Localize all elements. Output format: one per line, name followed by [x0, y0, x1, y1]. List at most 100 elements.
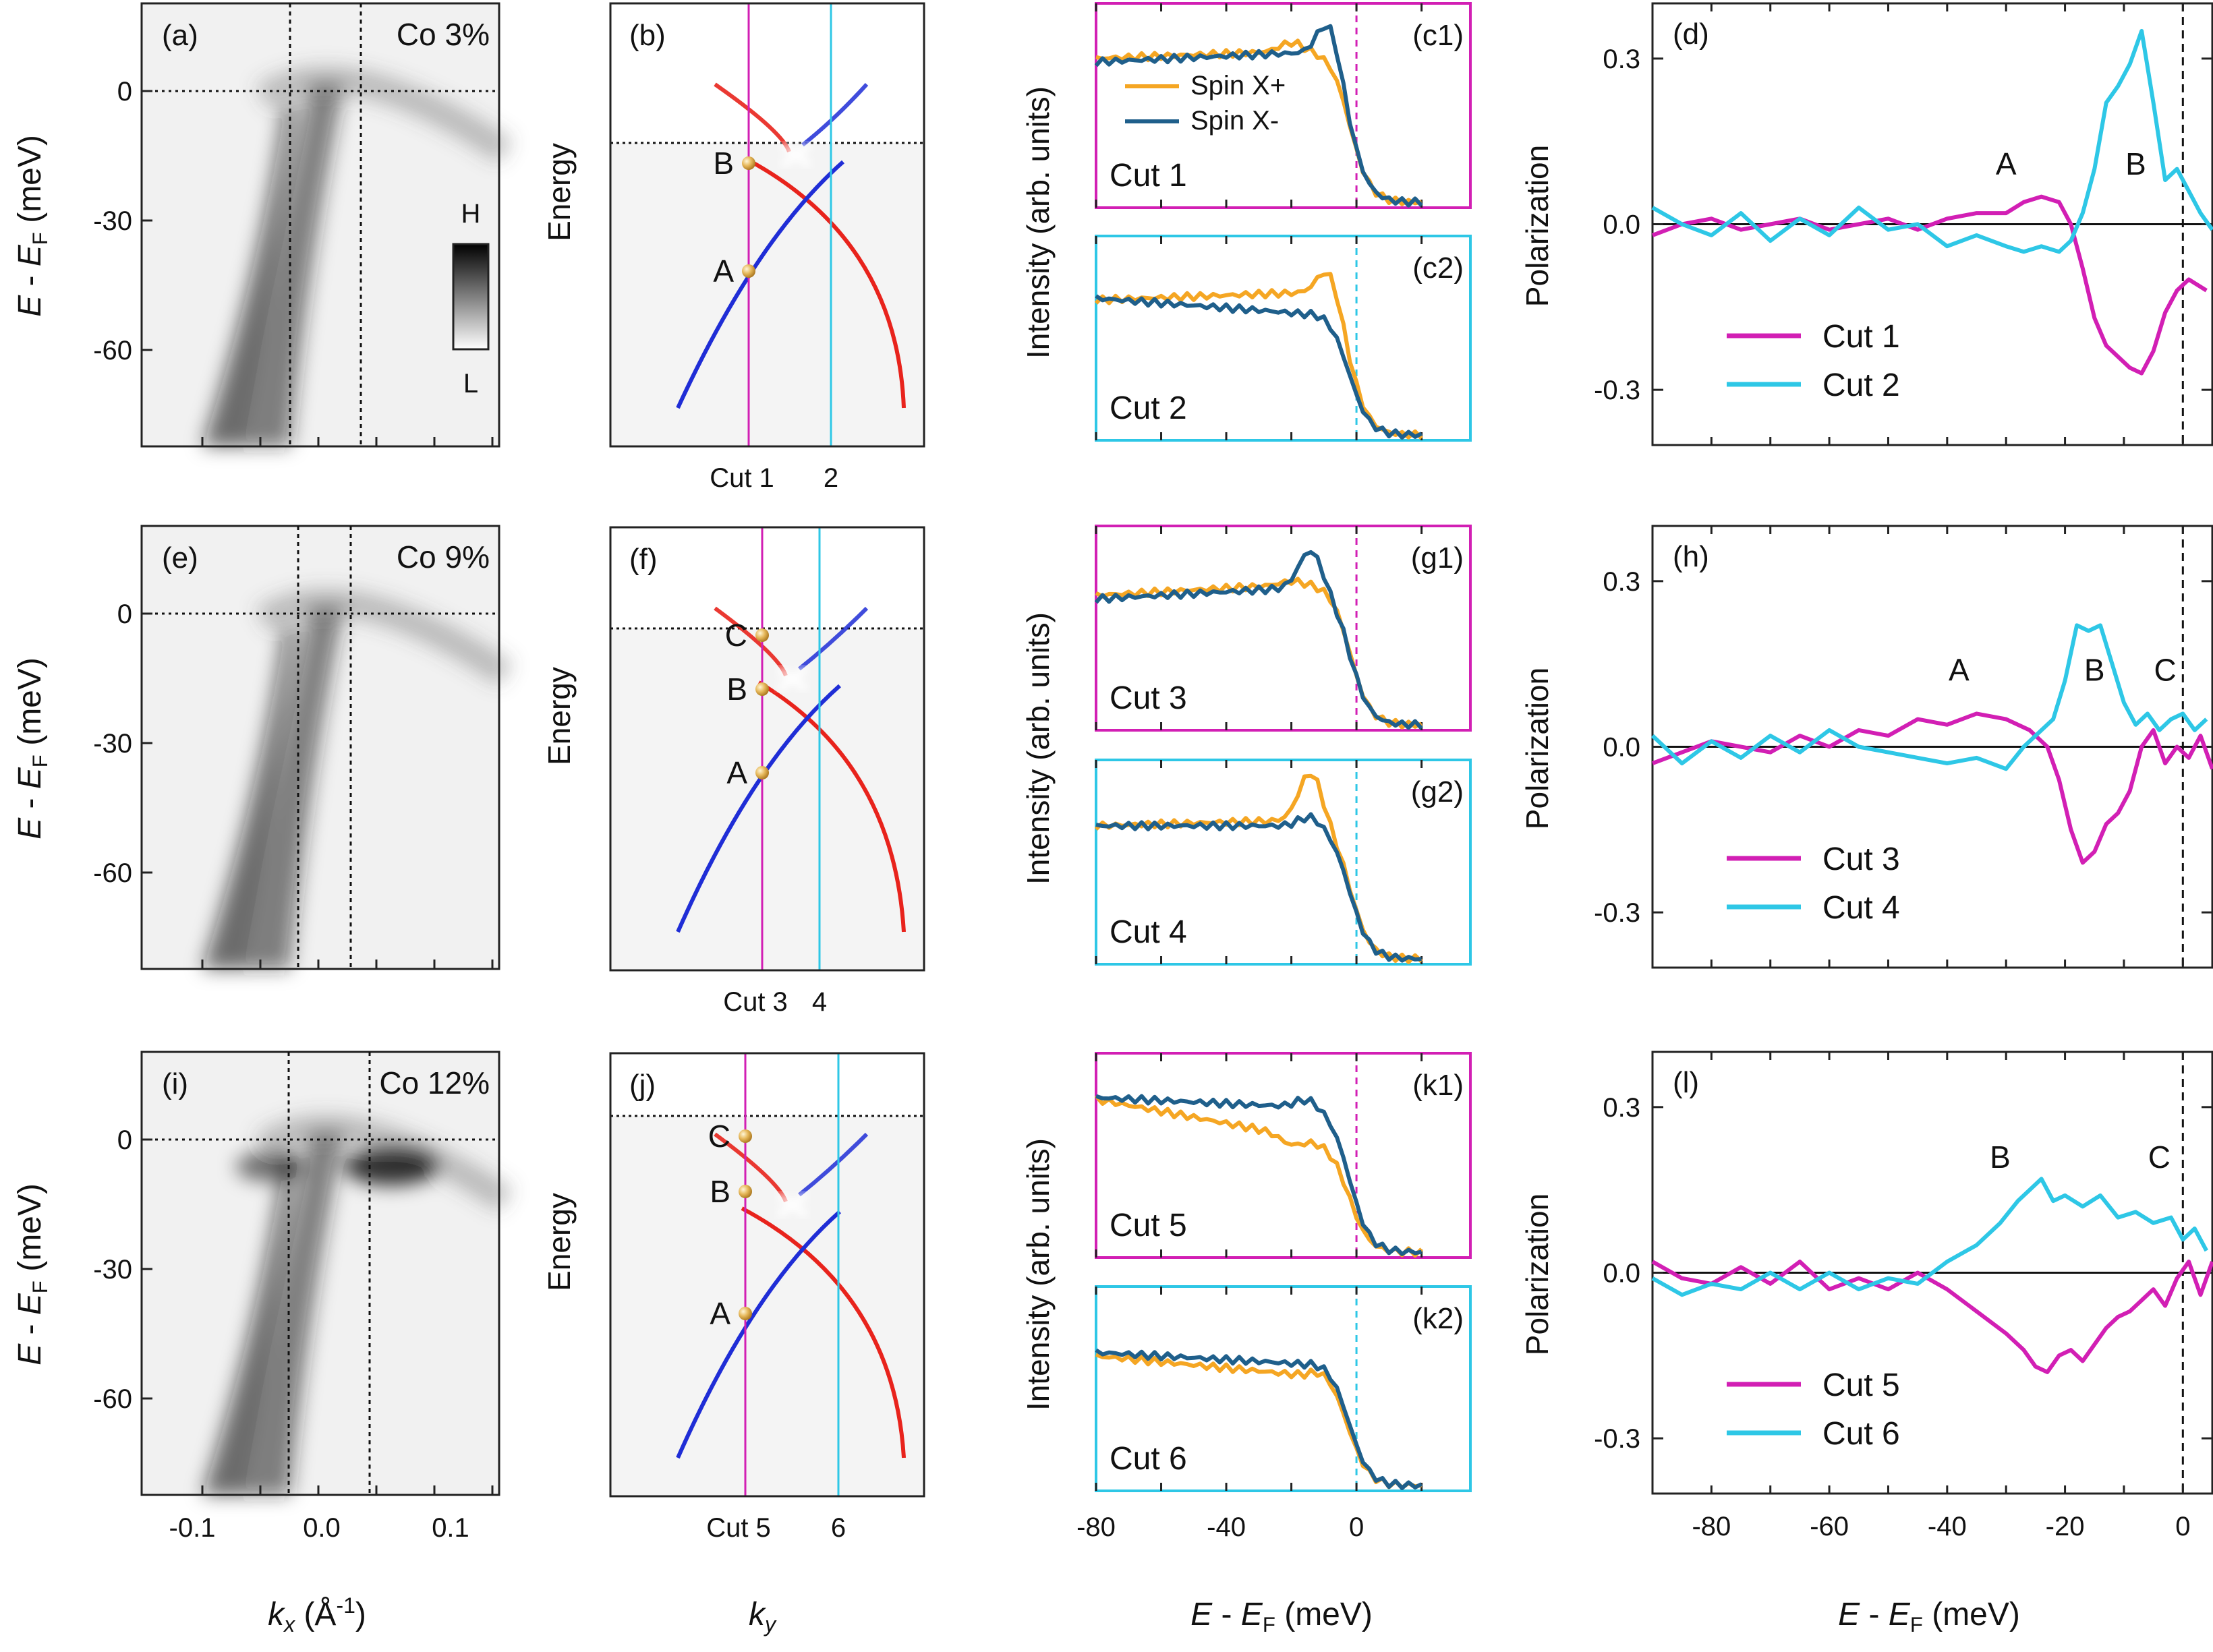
edc-spin-minus-line [1094, 550, 1423, 730]
polarization-series-line [1651, 194, 2208, 376]
axis-label-text: E - EF (meV) [12, 1183, 52, 1365]
panel-tag: (g2) [1411, 775, 1464, 808]
band-left [243, 84, 344, 446]
y-tick-label: -60 [93, 336, 132, 365]
cut-label: Cut 3 [1110, 680, 1187, 716]
edc-spin-plus-line [1094, 272, 1423, 440]
x-axis-label: k_x (Å^-1)kx (Å-1) [268, 1593, 366, 1636]
axis-label-polarization: Polarization [1520, 668, 1555, 829]
legend-label: Cut 1 [1822, 319, 1900, 355]
heatmap-frame [140, 2, 500, 448]
panel-tag: (e) [162, 541, 198, 574]
axis-label-energy: Energy [542, 1193, 577, 1291]
panel-tag: (j) [629, 1069, 656, 1102]
panel-tag: (k1) [1412, 1069, 1464, 1102]
y-tick-label: 0 [117, 599, 132, 629]
point-label: A [710, 1296, 730, 1331]
axis-label-polarization: Polarization [1520, 145, 1555, 307]
heatmap-intensity [202, 66, 514, 446]
cut-label: Cut 1 [710, 463, 774, 493]
band-point [742, 264, 755, 278]
polarization-panel: 0.3 0.0 -0.3 Cut 3 Cut 4 A B C (h) Polarization [1520, 525, 2213, 969]
blue-band [676, 1210, 841, 1459]
edc-frame [1095, 2, 1472, 209]
y-tick-label: -60 [93, 1384, 132, 1414]
y-tick-label: 0 [117, 1125, 132, 1155]
axis-label-text: E - EF (meV) [1190, 1597, 1373, 1636]
x-tick-label: -40 [1207, 1512, 1246, 1542]
point-label: B [713, 146, 734, 181]
legend-label: Cut 3 [1822, 842, 1900, 877]
panel-tag: (g1) [1411, 541, 1464, 574]
occupied-shading [610, 143, 924, 446]
band-core [202, 105, 297, 446]
colorbar [452, 243, 490, 351]
edc-spin-plus-line [1094, 1094, 1423, 1258]
diagram-frame [609, 526, 925, 972]
edc-panel: (c1) Cut 1 [1094, 2, 1472, 209]
y-tick-label: 0.0 [1603, 210, 1640, 240]
y-tick-label: 0.0 [1603, 1259, 1640, 1289]
point-label: B [726, 672, 747, 707]
panel-label: Co 12% [379, 1065, 490, 1100]
red-band [741, 1206, 906, 1458]
point-annotation: A [1949, 652, 1970, 687]
band-point [739, 1129, 752, 1143]
band-point [739, 1307, 752, 1320]
point-annotation: B [1990, 1140, 2011, 1175]
edc-panel: (c2) Cut 2 [1094, 235, 1472, 442]
occupied-shading [610, 628, 924, 970]
gap-crossing [780, 142, 811, 168]
axis-label-energy: E - E_F (meV)E - EF (meV) [12, 1183, 52, 1365]
axis-label-energy: Energy [542, 667, 577, 765]
gap-crossing [777, 1192, 808, 1218]
panel-tag: (k2) [1412, 1302, 1464, 1335]
point-annotation: C [2148, 1140, 2171, 1175]
panel-tag: (b) [629, 19, 666, 52]
edc-panel: (k2) Cut 6 [1095, 1285, 1472, 1492]
heatmap-intensity [202, 589, 514, 969]
band-point [739, 1185, 752, 1198]
band-point [742, 156, 755, 170]
panel-tag: (h) [1673, 540, 1709, 573]
blue-band [676, 684, 841, 933]
axis-label-text: E - EF (meV) [1838, 1597, 2020, 1636]
panel-tag: (c1) [1412, 19, 1464, 52]
cut-label: 4 [812, 987, 827, 1017]
red-band [757, 680, 906, 933]
edc-frame [1095, 1052, 1472, 1259]
red-band [744, 156, 906, 409]
axis-label-text: E - EF (meV) [12, 135, 52, 317]
legend-label: Cut 4 [1822, 890, 1900, 926]
legend-label: Cut 2 [1822, 367, 1900, 403]
legend-label-spin-minus: Spin X- [1190, 106, 1279, 136]
axis-label-energy: Energy [542, 143, 577, 241]
cut-label: Cut 4 [1110, 914, 1187, 950]
y-tick-label: -30 [93, 1255, 132, 1285]
cut-label: 6 [831, 1513, 846, 1543]
edc-spin-minus-line [1095, 1094, 1422, 1256]
colorbar-high-label: H [461, 199, 481, 229]
legend-label: Cut 5 [1822, 1367, 1900, 1403]
edc-panel: (k1) Cut 5 [1094, 1052, 1472, 1259]
x-tick-label: -0.1 [169, 1513, 216, 1543]
cut-label: Cut 1 [1110, 158, 1187, 194]
y-tick-label: -0.3 [1594, 898, 1640, 928]
axis-label-energy: E - E_F (meV)E - EF (meV) [1190, 1597, 1373, 1636]
blue-band [676, 160, 844, 409]
axis-label-intensity: Intensity (arb. units) [1021, 612, 1056, 885]
band-core [202, 627, 297, 969]
hotspot-left [236, 1152, 304, 1181]
y-tick-label: 0.3 [1603, 1093, 1640, 1123]
blue-band-upper [798, 1132, 869, 1197]
y-tick-label: 0.3 [1603, 45, 1640, 74]
edc-frame [1095, 1285, 1472, 1492]
polarization-series-line [1651, 28, 2213, 254]
x-tick-label: 0.1 [432, 1513, 469, 1543]
axis-label-energy: E - E_F (meV)E - EF (meV) [1838, 1597, 2020, 1636]
diagram-panel: CB A (j) Energy Cut 5 6 k_yky [542, 1052, 925, 1636]
cut-label: Cut 5 [706, 1513, 771, 1543]
cut-label: Cut 5 [1110, 1208, 1187, 1243]
y-tick-label: -30 [93, 729, 132, 759]
edc-spin-minus-line [1095, 1348, 1422, 1490]
